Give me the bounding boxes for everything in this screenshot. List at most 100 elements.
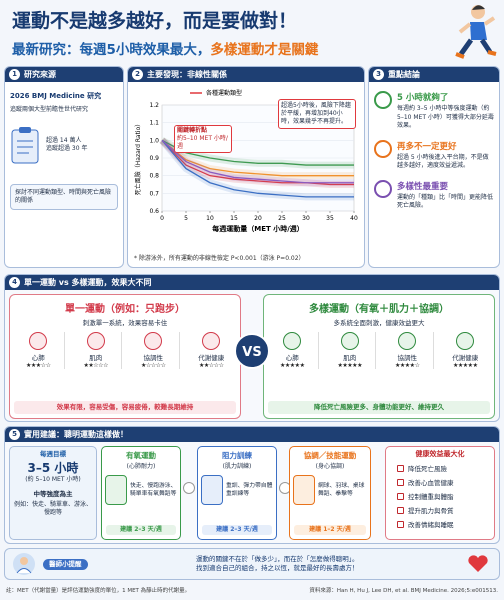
y-tick-label: 1.0 xyxy=(149,137,159,144)
conclusion: 再多不一定更好 超過 5 小時後進入平台期，不是做越多越好，適度效益遞減。 xyxy=(374,139,494,171)
panel-heading: 5 實用建議：聰明運動這樣做！ xyxy=(5,427,499,442)
compare-item: 代謝健康 ★★☆☆☆ xyxy=(185,332,237,369)
goal-examples: 例如：快走、騎單車、游泳、慢跑等 xyxy=(13,501,92,516)
card-title: 有氧運動 xyxy=(126,451,156,460)
findings-panel: 2 主要發現：非線性關係 0.6 0.7 0.8 0.9 1.0 1.1 1.2 0 5 10 15 2… xyxy=(127,66,365,268)
compare-item: 心肺 ★★★☆☆ xyxy=(13,332,65,369)
tip-label: 醫師小提醒 xyxy=(43,558,88,570)
card-title: 協調／技能運動 xyxy=(303,451,357,460)
title: 運動不是越多越好，而是要做對！ xyxy=(12,10,298,32)
compare-item: 肌肉 ★★★★★ xyxy=(324,332,377,369)
conclusion-body: 每週約 3–5 小時中等強度運動（約 5–10 MET 小時）可獲得大部分延壽效… xyxy=(397,105,494,129)
item-label: 肌肉 xyxy=(343,354,357,362)
comparison-panel: 4 單一運動 vs 多樣運動，效果大不同 單一運動（例如：只跑步） 刺激單一系統，效… xyxy=(4,274,500,422)
benefit-text: 改善心血管健康 xyxy=(408,479,454,487)
item-label: 心肺 xyxy=(285,354,299,362)
benefit: 改善心血管健康 xyxy=(397,477,491,487)
panel-heading: 1 研究來源 xyxy=(5,67,123,82)
study: 2026 BMJ Medicine 研究 xyxy=(10,92,102,100)
compare-item: 代謝健康 ★★★★★ xyxy=(439,332,491,369)
turning-note: 關鍵轉折點 約5–10 MET 小時/週 xyxy=(174,125,232,153)
conclusion-icon xyxy=(374,91,392,109)
years: 追蹤超過 30 年 xyxy=(46,145,88,152)
item-label: 協調性 xyxy=(143,354,164,362)
conclusion: 多樣性最重要 運動的「種類」比「時間」更能降低死亡風險。 xyxy=(374,179,494,211)
turning-title: 關鍵轉折點 xyxy=(177,127,208,134)
item-stars: ★★★☆☆ xyxy=(26,362,51,369)
exercise-card: 協調／技能運動 (身心協調) 網球、羽球、桌球舞蹈、拳擊等 建議 1–2 天/週 xyxy=(289,446,371,540)
item-label: 心肺 xyxy=(31,354,45,362)
item-icon xyxy=(456,332,475,350)
heading: 重點結論 xyxy=(388,70,420,79)
card-icon xyxy=(201,475,223,505)
benefit-text: 控制體重與體脂 xyxy=(408,493,454,501)
card-body: 網球、羽球、桌球舞蹈、拳擊等 xyxy=(293,475,367,505)
benefit: 改善情緒與睡眠 xyxy=(397,519,491,529)
plus-sign xyxy=(183,482,195,494)
item-icon xyxy=(86,332,105,350)
cohort: 追蹤兩個大型前瞻性世代研究 xyxy=(10,106,89,113)
card-title: 阻力訓練 xyxy=(222,451,252,460)
item-stars: ★★★★★ xyxy=(453,362,478,369)
y-tick-label: 0.9 xyxy=(149,155,159,162)
card-body: 重訓、彈力帶自體重訓練等 xyxy=(201,475,273,505)
benefits-card: 健康效益最大化 降低死亡風險 改善心血管健康 控制體重與體脂 提升肌力與骨質 改善情緒與… xyxy=(385,446,495,540)
y-tick-label: 0.8 xyxy=(149,173,159,180)
benefit-text: 提升肌力與骨質 xyxy=(408,507,454,515)
series-line xyxy=(161,139,354,166)
conclusion-list: 5 小時就夠了 每週約 3–5 小時中等強度運動（約 5–10 MET 小時）可獲… xyxy=(369,91,499,211)
heading: 單一運動 vs 多樣運動，效果大不同 xyxy=(24,278,152,287)
goal-label: 每週目標 xyxy=(40,450,66,458)
footnote: * 除游泳外，所有運動的非線性檢定 P<0.001（游泳 P=0.02） xyxy=(134,255,305,262)
benefit-list: 降低死亡風險 改善心血管健康 控制體重與體脂 提升肌力與骨質 改善情緒與睡眠 xyxy=(389,463,491,529)
item-stars: ★★★★★ xyxy=(280,362,305,369)
panel-heading: 3 重點結論 xyxy=(369,67,499,82)
benefits-title: 健康效益最大化 xyxy=(415,450,465,458)
y-tick-label: 1.2 xyxy=(149,102,159,109)
x-tick-label: 20 xyxy=(254,215,262,222)
item-icon xyxy=(29,332,48,350)
tip-line: 運動的關鍵不在於「做多少」，而在於「怎麼做得聰明」。 xyxy=(196,555,359,563)
tip-line: 找到適合自己的組合，持之以恆，就是最好的長壽處方！ xyxy=(196,564,359,572)
goal-hours: 3–5 小時 xyxy=(27,461,79,475)
x-tick-label: 35 xyxy=(326,215,334,222)
exercise-card: 阻力訓練 (肌力訓練) 重訓、彈力帶自體重訓練等 建議 2–3 天/週 xyxy=(197,446,277,540)
exercise-card: 有氧運動 (心肺耐力) 快走、慢跑游泳、騎單車有氧舞蹈等 建議 2–3 天/週 xyxy=(101,446,181,540)
item-icon xyxy=(340,332,359,350)
conclusion: 5 小時就夠了 每週約 3–5 小時中等強度運動（約 5–10 MET 小時）可獲… xyxy=(374,91,494,131)
compare-summary: 效果有限，容易受傷，容易疲倦，較難長期維持 xyxy=(14,401,236,414)
compare-item: 協調性 ★★★★☆ xyxy=(382,332,434,369)
conclusion-body: 超過 5 小時後進入平台期，不是做越多越好，適度效益遞減。 xyxy=(397,153,489,170)
goal-met: (約 5–10 MET 小時) xyxy=(25,476,81,483)
badge: 2 xyxy=(132,69,143,80)
footer-reference: 資料來源：Han H, Hu J, Lee DH, et al. BMJ Med… xyxy=(309,588,498,594)
card-examples: 重訓、彈力帶自體重訓練等 xyxy=(226,483,273,497)
card-examples: 網球、羽球、桌球舞蹈、拳擊等 xyxy=(318,483,365,497)
x-tick-label: 40 xyxy=(350,215,358,222)
panel-heading: 2 主要發現：非線性關係 xyxy=(128,67,364,82)
item-stars: ★★☆☆☆ xyxy=(199,362,224,369)
footer-note: 註：MET（代謝當量）是評估運動強度的單位，1 MET 為靜止時的代謝量。 xyxy=(6,588,191,594)
card-frequency: 建議 2–3 天/週 xyxy=(106,525,176,535)
x-tick-label: 25 xyxy=(278,215,286,222)
compare-item: 心肺 ★★★★★ xyxy=(267,332,319,369)
card-body: 快走、慢跑游泳、騎單車有氧舞蹈等 xyxy=(105,475,177,505)
item-label: 協調性 xyxy=(397,354,418,362)
card-examples: 快走、慢跑游泳、騎單車有氧舞蹈等 xyxy=(130,483,177,497)
series-line xyxy=(161,139,354,198)
single-box: 單一運動（例如：只跑步） 刺激單一系統，效果容易卡住 心肺 ★★★☆☆ 肌肉 ★★☆☆☆ 協… xyxy=(9,294,241,419)
checkbox xyxy=(397,506,404,514)
panel-heading: 4 單一運動 vs 多樣運動，效果大不同 xyxy=(5,275,499,290)
chart: 0.6 0.7 0.8 0.9 1.0 1.1 1.2 0 5 10 15 20 25 30 35 40 每週運… xyxy=(134,89,358,233)
heading: 主要發現：非線性關係 xyxy=(147,70,227,79)
goal-intensity: 中等強度為主 xyxy=(33,490,73,498)
conclusion-text: 多樣性最重要 運動的「種類」比「時間」更能降低死亡風險。 xyxy=(397,180,494,211)
item-label: 肌肉 xyxy=(89,354,103,362)
item-icon xyxy=(202,332,221,350)
conclusion-title: 再多不一定更好 xyxy=(397,141,457,152)
turning-range: 約5–10 MET 小時/週 xyxy=(177,135,228,150)
x-tick-label: 5 xyxy=(184,215,188,222)
conclusion-text: 5 小時就夠了 每週約 3–5 小時中等強度運動（約 5–10 MET 小時）可獲… xyxy=(397,91,494,131)
item-icon xyxy=(398,332,417,350)
